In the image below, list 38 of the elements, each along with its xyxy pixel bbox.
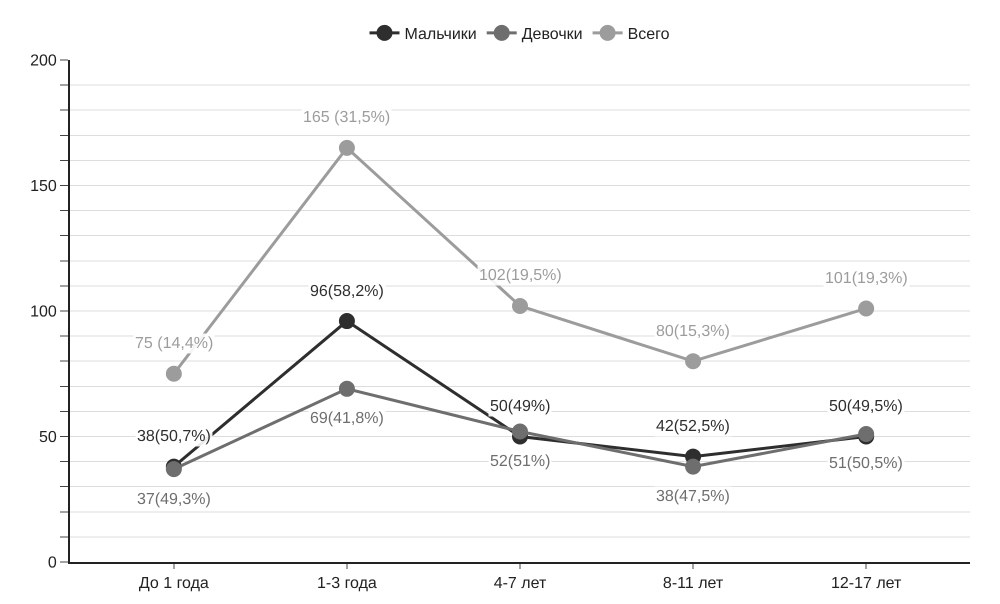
legend-label: Девочки bbox=[522, 26, 583, 44]
x-tick-label: 8-11 лет bbox=[662, 575, 724, 592]
point bbox=[338, 380, 355, 397]
point bbox=[338, 140, 355, 156]
data-label: 80(15,3%) bbox=[656, 323, 730, 340]
data-label: 102(19,5%) bbox=[479, 267, 562, 284]
point bbox=[512, 423, 528, 440]
data-label: 51(50,5%) bbox=[829, 455, 903, 472]
point bbox=[685, 458, 702, 475]
data-label: 165 (31,5%) bbox=[303, 109, 390, 126]
legend-label: Всего bbox=[628, 26, 670, 44]
point bbox=[512, 298, 528, 314]
data-label: 42(52,5%) bbox=[656, 418, 730, 435]
point bbox=[858, 300, 874, 316]
y-tick-label: 150 bbox=[30, 178, 57, 196]
data-label: 75 (14,4%) bbox=[135, 335, 214, 352]
y-tick-label: 100 bbox=[30, 304, 57, 321]
point bbox=[338, 313, 355, 330]
data-label: 38(50,7%) bbox=[137, 428, 211, 445]
data-label: 37(49,3%) bbox=[137, 491, 211, 508]
data-label: 50(49%) bbox=[490, 398, 550, 415]
y-tick-label: 50 bbox=[39, 429, 57, 446]
x-tick-label: 12-17 лет bbox=[830, 575, 902, 592]
legend-label: Мальчики bbox=[404, 26, 477, 44]
point bbox=[166, 366, 182, 382]
x-tick-label: 1-3 года bbox=[317, 575, 377, 592]
x-tick-label: 4-7 лет bbox=[494, 575, 547, 592]
y-tick-label: 0 bbox=[48, 554, 57, 572]
point bbox=[858, 426, 874, 442]
data-label: 69(41,8%) bbox=[310, 410, 384, 427]
data-label: 50(49,5%) bbox=[829, 398, 903, 415]
data-label: 101(19,3%) bbox=[825, 270, 908, 287]
data-label: 96(58,2%) bbox=[310, 283, 384, 300]
x-tick-label: До 1 года bbox=[138, 575, 209, 592]
point bbox=[685, 353, 702, 370]
data-label: 52(51%) bbox=[490, 453, 550, 470]
y-tick-label: 200 bbox=[30, 52, 57, 70]
data-label: 38(47,5%) bbox=[656, 488, 730, 505]
